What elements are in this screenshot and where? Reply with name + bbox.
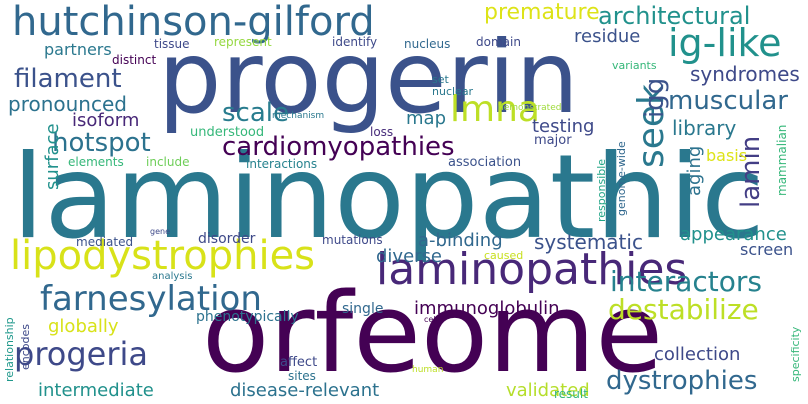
word-premature: premature: [484, 0, 600, 25]
word-farnesylation: farnesylation: [40, 279, 262, 319]
word-sites: sites: [288, 369, 316, 383]
word-loss: loss: [370, 125, 394, 139]
word-tissue: tissue: [154, 37, 190, 51]
word-variants: variants: [612, 59, 657, 72]
word-mutations: mutations: [322, 233, 383, 247]
word-muscular: muscular: [668, 86, 788, 116]
word-domain: domain: [476, 35, 521, 49]
word-orfeome: orfeome: [202, 269, 664, 397]
word-systematic: systematic: [534, 230, 643, 254]
word-ig-like: ig-like: [668, 21, 782, 65]
word-architectural: architectural: [598, 2, 751, 30]
word-diverse: diverse: [376, 246, 443, 267]
word-cardiomyopathies: cardiomyopathies: [222, 132, 455, 162]
word-pronounced: pronounced: [8, 92, 127, 116]
word-affect: affect: [280, 355, 318, 370]
word-phenotypically: phenotypically: [196, 309, 299, 325]
word-disorder: disorder: [198, 231, 256, 247]
word-validated: validated: [506, 380, 590, 401]
word-single: single: [342, 301, 384, 317]
word-appearance: appearance: [680, 224, 787, 245]
word-progeria: progeria: [14, 335, 148, 373]
word-human: human: [412, 365, 444, 375]
word-responsible: responsible: [595, 158, 608, 222]
word-mechanism: mechanism: [272, 111, 325, 121]
word-residue: residue: [574, 26, 641, 47]
word-basis: basis: [706, 146, 748, 165]
word-analysis: analysis: [152, 271, 193, 282]
word-mediated: mediated: [76, 235, 134, 249]
word-isoform: isoform: [72, 110, 140, 131]
word-testing: testing: [532, 116, 595, 137]
word-relationship: relationship: [3, 317, 16, 382]
word-partners: partners: [44, 40, 112, 59]
word-intermediate: intermediate: [38, 380, 154, 401]
word-nuclear: nuclear: [432, 85, 474, 98]
word-immunoglobulin: immunoglobulin: [414, 298, 560, 319]
word-scale: scale: [222, 98, 289, 128]
word-specificity: specificity: [789, 326, 802, 382]
word-association: association: [448, 155, 522, 170]
word-major: major: [534, 133, 572, 148]
word-progerin: progerin: [158, 19, 579, 136]
word-include: include: [146, 155, 190, 169]
word-elements: elements: [68, 155, 124, 169]
word-demonstrated: demonstrated: [498, 103, 562, 113]
word-understood: understood: [190, 125, 265, 140]
word-lmna: lmna: [450, 89, 540, 130]
word-map: map: [406, 108, 446, 129]
word-hutchinson-gilford: hutchinson-gilford: [12, 0, 375, 45]
word-aging: aging: [684, 145, 705, 196]
word-filament: filament: [14, 64, 122, 94]
word-collection: collection: [654, 344, 741, 365]
word-encodes: encodes: [19, 324, 32, 370]
word-igg: igg: [640, 77, 670, 118]
word-represent: represent: [214, 35, 272, 49]
word-distinct: distinct: [112, 53, 157, 67]
word-interactions: interactions: [246, 157, 318, 171]
word-hotspot: hotspot: [52, 128, 151, 158]
word-surface: surface: [42, 123, 63, 190]
word-lipodystrophies: lipodystrophies: [10, 233, 316, 279]
word-gene: gene: [150, 227, 170, 236]
word-disease-relevant: disease-relevant: [230, 380, 380, 401]
word-destabilize: destabilize: [608, 293, 759, 326]
word-laminopathic: laminopathic: [12, 130, 765, 265]
word-screen: screen: [740, 240, 794, 259]
word-result: result: [554, 387, 588, 401]
word-nucleus: nucleus: [404, 37, 451, 51]
word-set: set: [432, 73, 449, 86]
word-laminopathies: laminopathies: [376, 244, 688, 295]
word-syndromes: syndromes: [690, 62, 800, 86]
word-mammalian: mammalian: [775, 124, 789, 196]
word-caused: caused: [484, 249, 524, 262]
word-cell: cell: [424, 315, 438, 324]
word-identify: identify: [332, 35, 378, 49]
word-globally: globally: [48, 316, 119, 337]
word-dystrophies: dystrophies: [606, 366, 758, 396]
word-genome-wide: genome-wide: [615, 141, 628, 216]
word-a-binding: a-binding: [418, 230, 503, 251]
word-library: library: [672, 116, 737, 140]
word-interactors: interactors: [610, 265, 763, 298]
